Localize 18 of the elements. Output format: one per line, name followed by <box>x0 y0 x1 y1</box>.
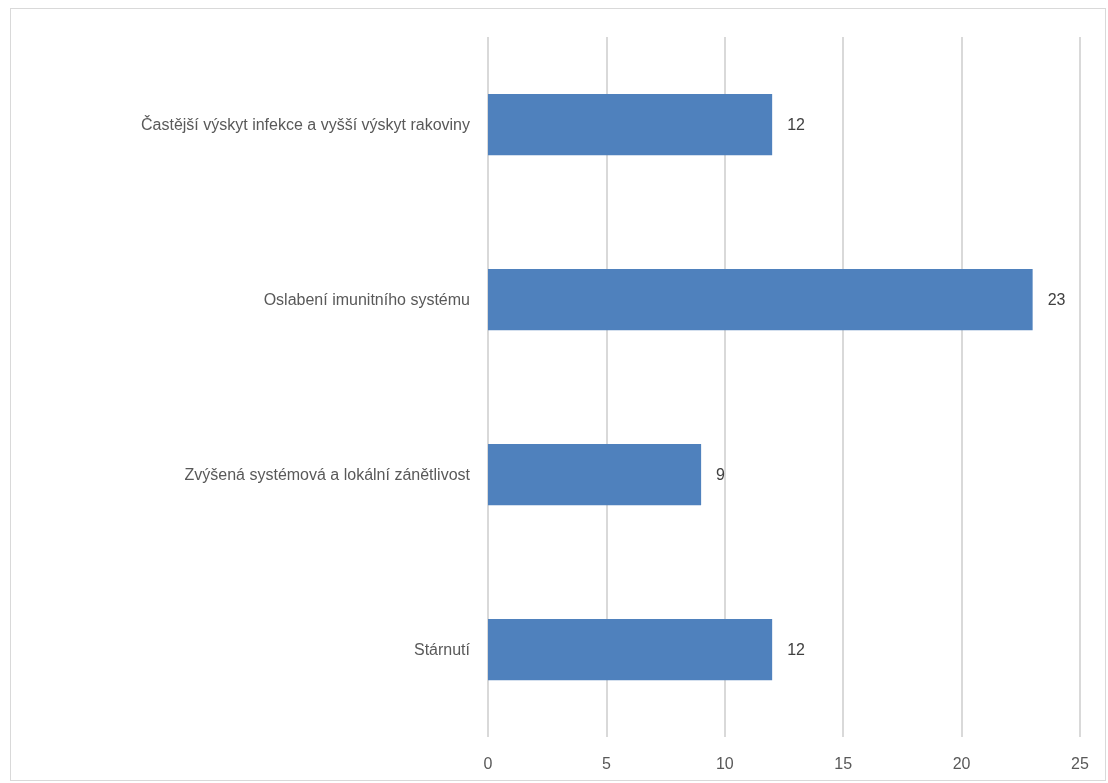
bar <box>488 618 773 681</box>
y-tick-label: Zvýšená systémová a lokální zánětlivost <box>184 466 471 483</box>
data-label: 23 <box>1047 291 1066 308</box>
y-tick-label: Oslabení imunitního systému <box>263 291 470 308</box>
x-tick-label: 5 <box>601 754 611 772</box>
x-tick-label: 25 <box>1071 754 1089 772</box>
bar <box>488 93 773 156</box>
bar <box>488 268 1033 331</box>
x-tick-label: 10 <box>715 754 734 772</box>
x-tick-label: 0 <box>483 754 493 772</box>
data-label: 9 <box>716 466 726 483</box>
y-tick-label: Stárnutí <box>413 641 471 658</box>
y-tick-label: Častější výskyt infekce a vyšší výskyt rakoviny <box>141 115 470 133</box>
x-tick-label: 15 <box>834 754 853 772</box>
data-label: 12 <box>787 116 806 133</box>
data-label: 12 <box>787 641 806 658</box>
x-tick-label: 20 <box>952 754 971 772</box>
bar <box>488 443 702 506</box>
